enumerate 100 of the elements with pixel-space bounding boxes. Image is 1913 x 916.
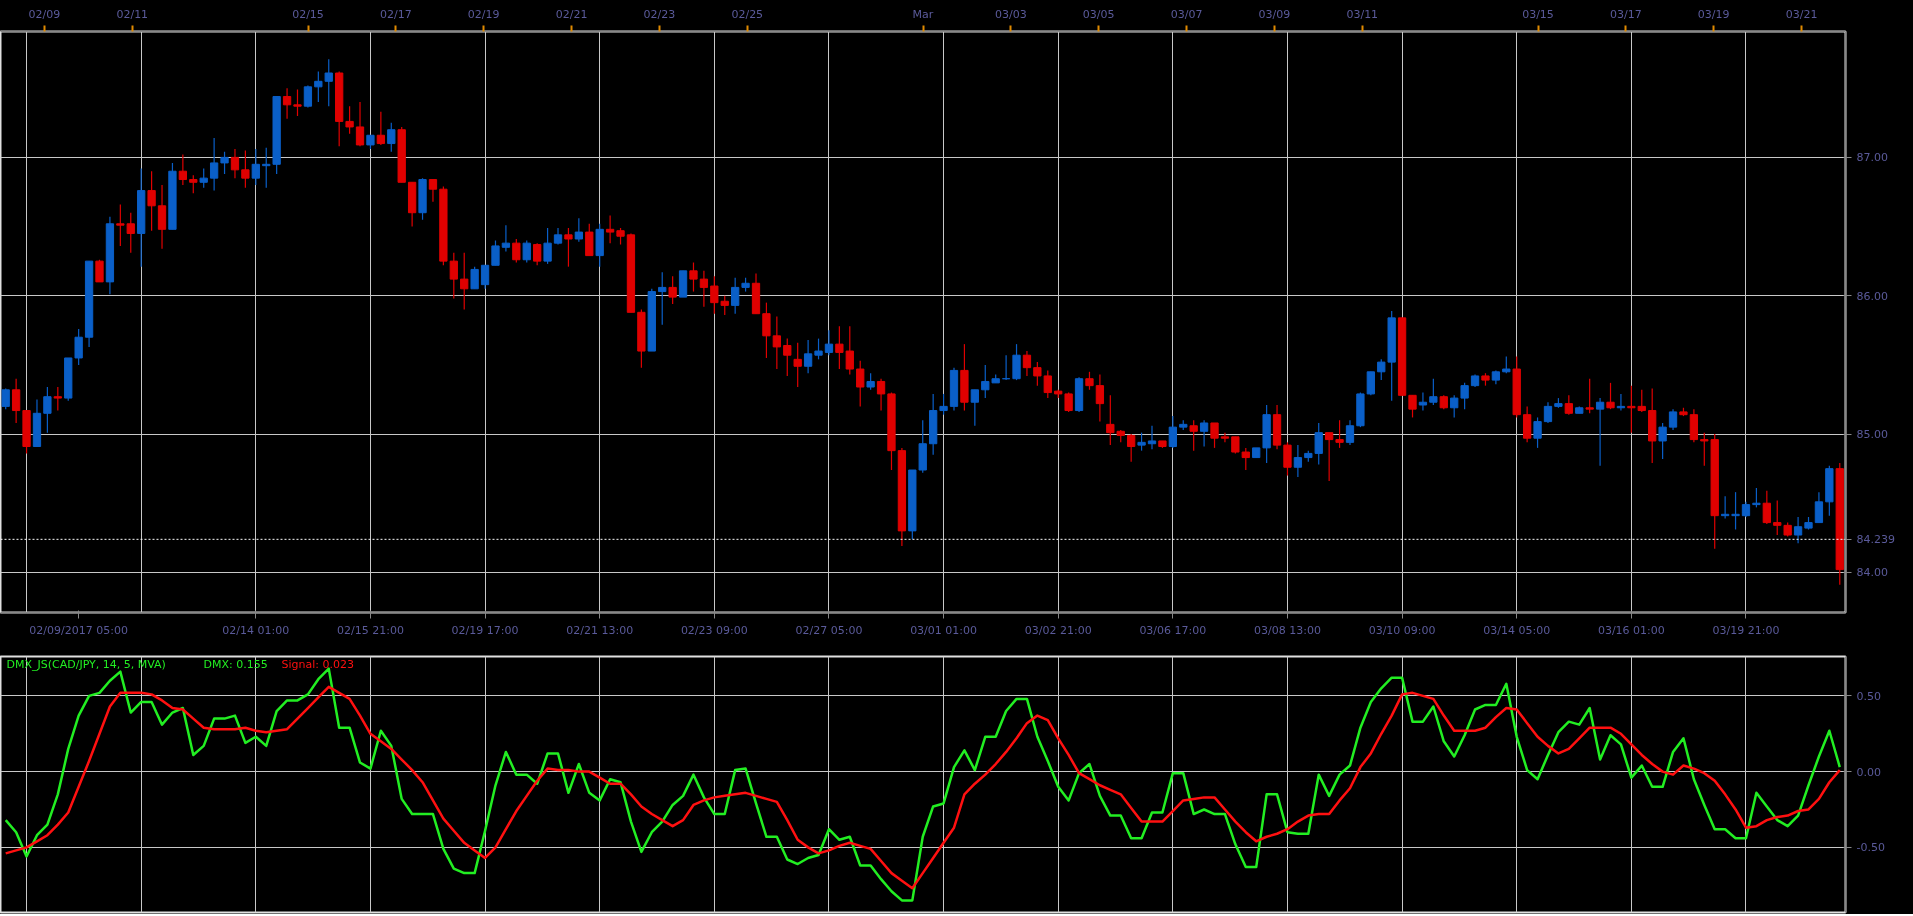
candlestick [11, 378, 21, 424]
x2-tick-label: 03/15 [1522, 7, 1554, 21]
candlestick [355, 101, 365, 147]
x2-tick-label: 03/19 [1697, 7, 1730, 21]
x2-tick-label: 02/11 [116, 7, 149, 21]
x2-tick-label: 02/25 [731, 7, 764, 21]
candlestick [668, 275, 677, 305]
x2-tick-label: 02/19 [467, 7, 500, 21]
candlestick [1127, 433, 1136, 463]
candlestick [251, 148, 260, 186]
candlestick [1314, 422, 1323, 466]
candlestick [1762, 490, 1771, 525]
candlestick [543, 227, 552, 265]
candlestick [1450, 394, 1459, 419]
candlestick [824, 329, 834, 356]
candlestick [574, 217, 583, 243]
candlestick [699, 270, 709, 308]
candlestick [74, 328, 83, 366]
x2-tick-label: 02/09 [28, 7, 61, 21]
candlestick [1210, 422, 1219, 449]
candlestick [157, 184, 167, 250]
candlestick [1429, 378, 1438, 406]
candlestick [1814, 491, 1824, 524]
y-tick-label: 85.00 [1856, 428, 1888, 442]
x-tick-label: 02/09/2017 05:00 [29, 623, 128, 637]
candlestick [1199, 419, 1209, 448]
candlestick [1773, 499, 1782, 536]
candlestick [460, 252, 469, 311]
candlestick [793, 342, 802, 388]
candlestick [1523, 405, 1532, 443]
candlestick [387, 122, 396, 153]
candlestick [1147, 425, 1157, 450]
x2-tick-label: 03/11 [1346, 7, 1379, 21]
x-tick-label: 02/27 05:00 [795, 623, 863, 637]
candlestick [856, 360, 865, 407]
candlestick [1585, 378, 1594, 414]
x2-tick-label: 03/03 [995, 7, 1027, 21]
candlestick [470, 266, 479, 290]
candlestick [970, 389, 979, 427]
x-tick-label: 03/01 01:00 [910, 623, 978, 637]
candlestick [1543, 401, 1553, 424]
candlestick [533, 242, 542, 266]
candlestick [314, 71, 323, 103]
candlestick [480, 264, 490, 290]
candlestick [1418, 391, 1428, 412]
x-tick-label: 03/08 13:00 [1254, 623, 1321, 637]
candlestick [1168, 415, 1177, 449]
x2-tick-label: 03/05 [1082, 7, 1115, 21]
candlestick [282, 87, 292, 120]
candlestick [220, 151, 229, 175]
candlestick [522, 239, 531, 264]
x2-tick-label: 03/17 [1610, 7, 1642, 21]
candlestick [230, 148, 240, 179]
candlestick [783, 338, 792, 377]
candlestick [324, 58, 333, 107]
ref-line-label: 84.239 [1856, 533, 1895, 547]
candlestick [147, 170, 156, 232]
candlestick [1595, 397, 1605, 467]
candlestick [449, 252, 458, 300]
x-tick-label: 03/02 21:00 [1024, 623, 1092, 637]
candlestick [1022, 350, 1032, 377]
candlestick [199, 167, 208, 189]
candlestick [345, 105, 354, 135]
candlestick [1189, 419, 1198, 452]
candlestick [491, 239, 500, 266]
candlestick [53, 386, 62, 412]
candlestick [178, 154, 188, 186]
candlestick [1752, 487, 1761, 508]
candlestick [1731, 491, 1740, 531]
candlestick [1283, 441, 1292, 477]
candlestick [1012, 343, 1021, 381]
candlestick [1793, 516, 1803, 544]
y-tick-label: 84.00 [1856, 566, 1888, 580]
x-tick-label: 03/14 05:00 [1483, 623, 1551, 637]
candlestick [43, 386, 52, 434]
candlestick [762, 302, 771, 359]
candlestick [1668, 408, 1678, 431]
candlestick [1241, 447, 1250, 471]
x-tick-label: 02/19 17:00 [451, 623, 519, 637]
candlestick [1606, 382, 1615, 410]
candlestick [1533, 416, 1542, 449]
candlestick [658, 271, 667, 326]
x-tick-label: 02/15 21:00 [336, 623, 404, 637]
candlestick [1, 387, 10, 410]
candlestick [585, 223, 594, 257]
candlestick [262, 147, 271, 189]
candlestick [376, 111, 386, 146]
y-tick-label: 0.00 [1856, 765, 1881, 779]
candlestick [564, 227, 573, 268]
candlestick [605, 214, 615, 244]
candlestick [1220, 432, 1230, 443]
y-tick-label: 0.50 [1856, 689, 1881, 703]
candlestick [772, 315, 781, 370]
candlestick [1293, 444, 1303, 478]
candlestick [876, 378, 886, 412]
candlestick [939, 393, 948, 416]
y-tick-label: -0.50 [1856, 841, 1885, 855]
y-tick-label: 86.00 [1856, 289, 1888, 303]
x2-tick-label: 02/23 [643, 7, 676, 21]
candlestick [1408, 394, 1417, 419]
